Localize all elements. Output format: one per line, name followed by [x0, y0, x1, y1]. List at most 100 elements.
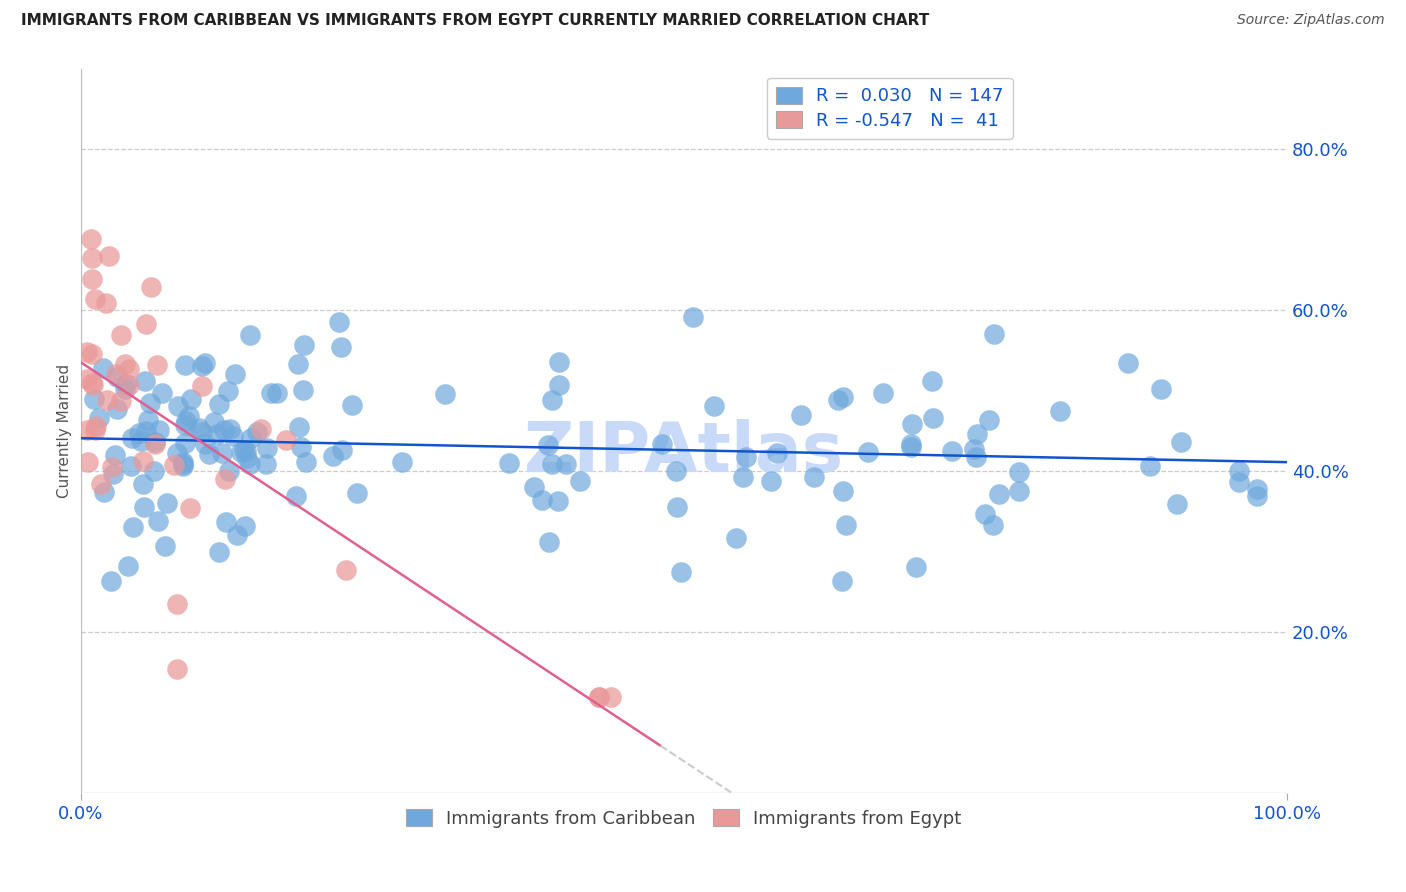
Point [211, 446, 233, 460]
Point [900, 437, 922, 451]
Point [212, 423, 235, 437]
Text: IMMIGRANTS FROM CARIBBEAN VS IMMIGRANTS FROM EGYPT CURRENTLY MARRIED CORRELATION: IMMIGRANTS FROM CARIBBEAN VS IMMIGRANTS … [21, 13, 929, 29]
Point [96, 295, 118, 310]
Point [166, 661, 188, 675]
Point [274, 433, 297, 447]
Point [1049, 403, 1071, 417]
Point [233, 442, 256, 457]
Point [665, 464, 688, 478]
Point [118, 378, 141, 392]
Point [143, 437, 166, 451]
Point [82, 272, 104, 286]
Point [179, 500, 201, 515]
Point [498, 456, 520, 470]
Point [651, 436, 673, 450]
Point [194, 355, 217, 369]
Point [391, 455, 413, 469]
Point [901, 417, 924, 432]
Point [547, 493, 569, 508]
Point [114, 382, 136, 396]
Point [831, 574, 853, 588]
Point [96, 393, 118, 408]
Point [541, 393, 564, 408]
Point [82, 376, 104, 391]
Point [291, 384, 314, 398]
Point [872, 386, 894, 401]
Point [290, 440, 312, 454]
Point [1246, 489, 1268, 503]
Point [105, 370, 128, 384]
Text: ZIPAtlas: ZIPAtlas [524, 419, 844, 486]
Point [1166, 498, 1188, 512]
Point [981, 518, 1004, 533]
Point [218, 422, 240, 436]
Point [330, 442, 353, 457]
Point [132, 454, 155, 468]
Point [132, 500, 155, 514]
Point [671, 565, 693, 579]
Point [150, 386, 173, 401]
Point [965, 450, 987, 464]
Point [803, 470, 825, 484]
Point [941, 443, 963, 458]
Point [208, 544, 231, 558]
Point [180, 392, 202, 406]
Point [77, 455, 100, 469]
Legend: Immigrants from Caribbean, Immigrants from Egypt: Immigrants from Caribbean, Immigrants fr… [399, 802, 969, 835]
Point [254, 457, 277, 471]
Point [172, 455, 194, 469]
Point [735, 450, 758, 464]
Point [76, 423, 98, 437]
Point [1116, 356, 1139, 370]
Point [207, 426, 229, 441]
Point [547, 355, 569, 369]
Point [103, 467, 125, 481]
Point [1227, 475, 1250, 489]
Point [1150, 382, 1173, 396]
Point [135, 424, 157, 438]
Point [191, 359, 214, 373]
Point [110, 327, 132, 342]
Point [114, 357, 136, 371]
Point [118, 361, 141, 376]
Point [342, 398, 364, 412]
Point [226, 527, 249, 541]
Point [235, 444, 257, 458]
Point [239, 457, 262, 471]
Point [831, 390, 853, 404]
Point [330, 340, 353, 354]
Point [83, 423, 105, 437]
Point [148, 423, 170, 437]
Point [136, 413, 159, 427]
Point [131, 477, 153, 491]
Point [983, 326, 1005, 341]
Point [166, 597, 188, 611]
Point [523, 480, 546, 494]
Point [208, 397, 231, 411]
Point [191, 425, 214, 439]
Point [129, 434, 152, 448]
Point [146, 358, 169, 372]
Point [766, 446, 789, 460]
Point [156, 496, 179, 510]
Point [174, 417, 197, 432]
Point [434, 386, 457, 401]
Point [531, 493, 554, 508]
Point [1008, 466, 1031, 480]
Point [229, 444, 252, 458]
Point [172, 458, 194, 473]
Point [537, 438, 560, 452]
Point [174, 359, 197, 373]
Y-axis label: Currently Married: Currently Married [58, 364, 72, 498]
Point [76, 372, 98, 386]
Point [101, 459, 124, 474]
Point [1170, 434, 1192, 449]
Point [84, 292, 107, 306]
Point [905, 559, 928, 574]
Point [179, 409, 201, 423]
Point [1246, 482, 1268, 496]
Point [167, 400, 190, 414]
Point [120, 458, 142, 473]
Point [239, 327, 262, 342]
Point [963, 442, 986, 456]
